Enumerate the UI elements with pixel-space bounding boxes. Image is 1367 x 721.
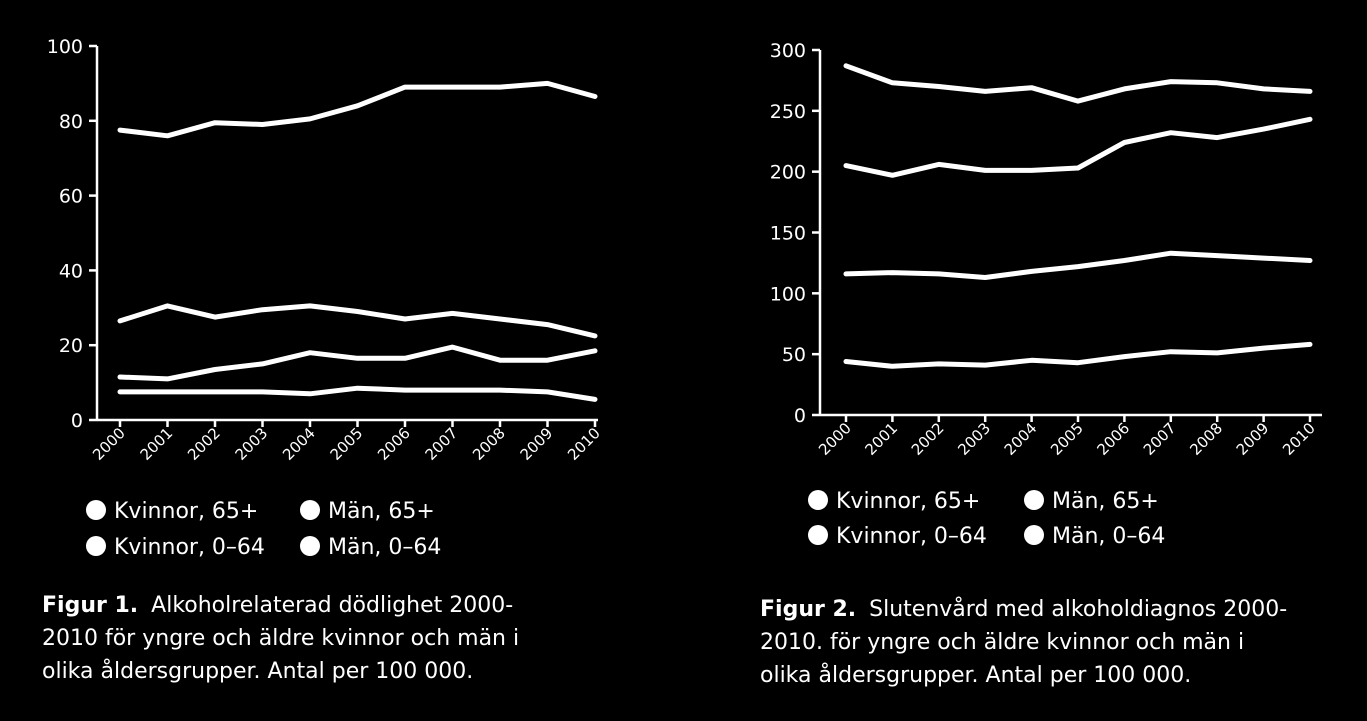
series-line [843, 116, 1313, 178]
y-tick-label: 200 [770, 162, 806, 184]
legend-marker [1024, 525, 1044, 545]
x-tick-label: 2004 [279, 424, 319, 464]
caption-text: olika åldersgrupper. Antal per 100 000. [760, 662, 1191, 688]
y-tick-label: 0 [71, 410, 83, 432]
legend-entry: Män, 65+ [1052, 489, 1159, 514]
x-tick-label: 2004 [1001, 419, 1041, 459]
caption-text: olika åldersgrupper. Antal per 100 000. [42, 658, 473, 684]
legend-marker [808, 525, 828, 545]
x-tick-label: 2007 [422, 424, 462, 464]
series-line [117, 80, 598, 139]
y-tick-label: 100 [47, 36, 83, 58]
x-tick-label: 2009 [517, 424, 557, 464]
x-tick-label: 2003 [232, 424, 272, 464]
legend-entry: Män, 65+ [328, 499, 435, 524]
y-tick-label: 0 [794, 405, 806, 427]
legend-entry: Kvinnor, 65+ [114, 499, 258, 524]
y-tick-label: 60 [59, 186, 83, 208]
legend-marker [86, 500, 106, 520]
legend-marker [808, 490, 828, 510]
x-tick-label: 2010 [564, 424, 604, 464]
legend-entry: Kvinnor, 0–64 [114, 535, 265, 560]
series-line [843, 341, 1313, 369]
y-tick-label: 40 [59, 260, 83, 282]
series-line [117, 303, 598, 339]
x-tick-label: 2002 [184, 424, 224, 464]
chart-2-caption: Figur 2. Slutenvård med alkoholdiagnos 2… [760, 596, 1287, 688]
legend-entry: Män, 0–64 [1052, 524, 1165, 549]
x-tick-label: 2005 [1047, 419, 1087, 459]
x-tick-label: 2001 [137, 424, 177, 464]
legend-entry: Män, 0–64 [328, 535, 441, 560]
x-tick-label: 2006 [1093, 419, 1133, 459]
chart-2-legend: Kvinnor, 65+ Män, 65+ Kvinnor, 0–64 Män,… [808, 489, 1165, 549]
x-tick-label: 2006 [374, 424, 414, 464]
x-tick-label: 2007 [1140, 419, 1180, 459]
x-tick-label: 2002 [908, 419, 948, 459]
x-tick-label: 2000 [815, 419, 855, 459]
caption-text: Slutenvård med alkoholdiagnos 2000- [869, 596, 1287, 622]
legend-entry: Kvinnor, 0–64 [836, 524, 987, 549]
legend-marker [86, 536, 106, 556]
caption-text: 2010. för yngre och äldre kvinnor och mä… [760, 630, 1244, 655]
x-tick-label: 2005 [327, 424, 367, 464]
series-line [117, 385, 598, 402]
y-tick-label: 150 [770, 223, 806, 245]
y-tick-label: 100 [770, 283, 806, 305]
x-tick-label: 2008 [469, 424, 509, 464]
x-tick-label: 2010 [1279, 419, 1319, 459]
y-tick-label: 80 [59, 111, 83, 133]
x-tick-label: 2000 [89, 424, 129, 464]
chart-1-caption: Figur 1. Alkoholrelaterad dödlighet 2000… [42, 593, 519, 684]
y-tick-label: 300 [770, 40, 806, 62]
svg-text:Figur 2. Slutenvård me: Figur 2. Slutenvård med alkoholdiagnos 2… [760, 596, 1287, 622]
caption-text: 2010 för yngre och äldre kvinnor och män… [42, 626, 519, 651]
x-tick-label: 2009 [1233, 419, 1273, 459]
legend-marker [300, 536, 320, 556]
legend-marker [300, 500, 320, 520]
y-tick-label: 50 [782, 344, 806, 366]
legend-marker [1024, 490, 1044, 510]
x-tick-label: 2003 [954, 419, 994, 459]
series-line [843, 250, 1313, 280]
x-tick-label: 2008 [1186, 419, 1226, 459]
caption-label: Figur 2. [760, 597, 856, 622]
svg-text:Figur 1. Alkoholrelate: Figur 1. Alkoholrelaterad dödlighet 2000… [42, 593, 513, 618]
x-tick-label: 2001 [861, 419, 901, 459]
caption-text: Alkoholrelaterad dödlighet 2000- [151, 593, 513, 618]
legend-entry: Kvinnor, 65+ [836, 489, 980, 514]
y-tick-label: 20 [59, 335, 83, 357]
caption-label: Figur 1. [42, 593, 138, 618]
y-tick-label: 250 [770, 101, 806, 123]
series-line [117, 344, 598, 382]
chart-1-legend: Kvinnor, 65+ Män, 65+ Kvinnor, 0–64 Män,… [86, 499, 441, 560]
series-line [843, 63, 1313, 104]
